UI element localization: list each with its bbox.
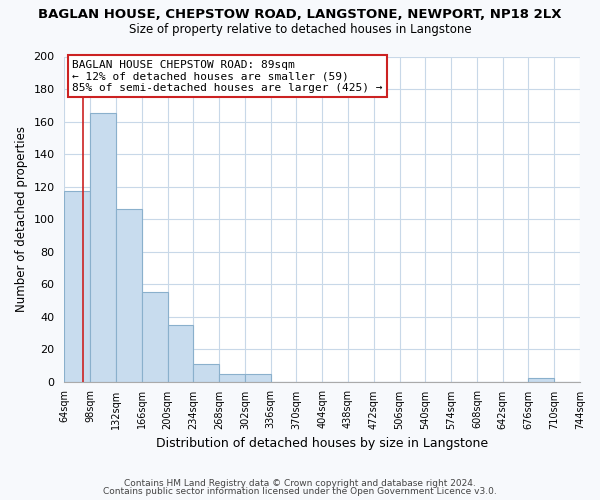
Bar <box>193 364 219 382</box>
Text: Size of property relative to detached houses in Langstone: Size of property relative to detached ho… <box>128 22 472 36</box>
Text: Contains HM Land Registry data © Crown copyright and database right 2024.: Contains HM Land Registry data © Crown c… <box>124 478 476 488</box>
Bar <box>90 114 116 382</box>
Y-axis label: Number of detached properties: Number of detached properties <box>15 126 28 312</box>
Bar <box>219 374 245 382</box>
Bar <box>245 374 271 382</box>
Text: BAGLAN HOUSE, CHEPSTOW ROAD, LANGSTONE, NEWPORT, NP18 2LX: BAGLAN HOUSE, CHEPSTOW ROAD, LANGSTONE, … <box>38 8 562 20</box>
X-axis label: Distribution of detached houses by size in Langstone: Distribution of detached houses by size … <box>156 437 488 450</box>
Text: BAGLAN HOUSE CHEPSTOW ROAD: 89sqm
← 12% of detached houses are smaller (59)
85% : BAGLAN HOUSE CHEPSTOW ROAD: 89sqm ← 12% … <box>72 60 383 93</box>
Bar <box>64 192 90 382</box>
Bar <box>167 325 193 382</box>
Bar <box>529 378 554 382</box>
Bar <box>142 292 167 382</box>
Bar <box>116 210 142 382</box>
Text: Contains public sector information licensed under the Open Government Licence v3: Contains public sector information licen… <box>103 487 497 496</box>
